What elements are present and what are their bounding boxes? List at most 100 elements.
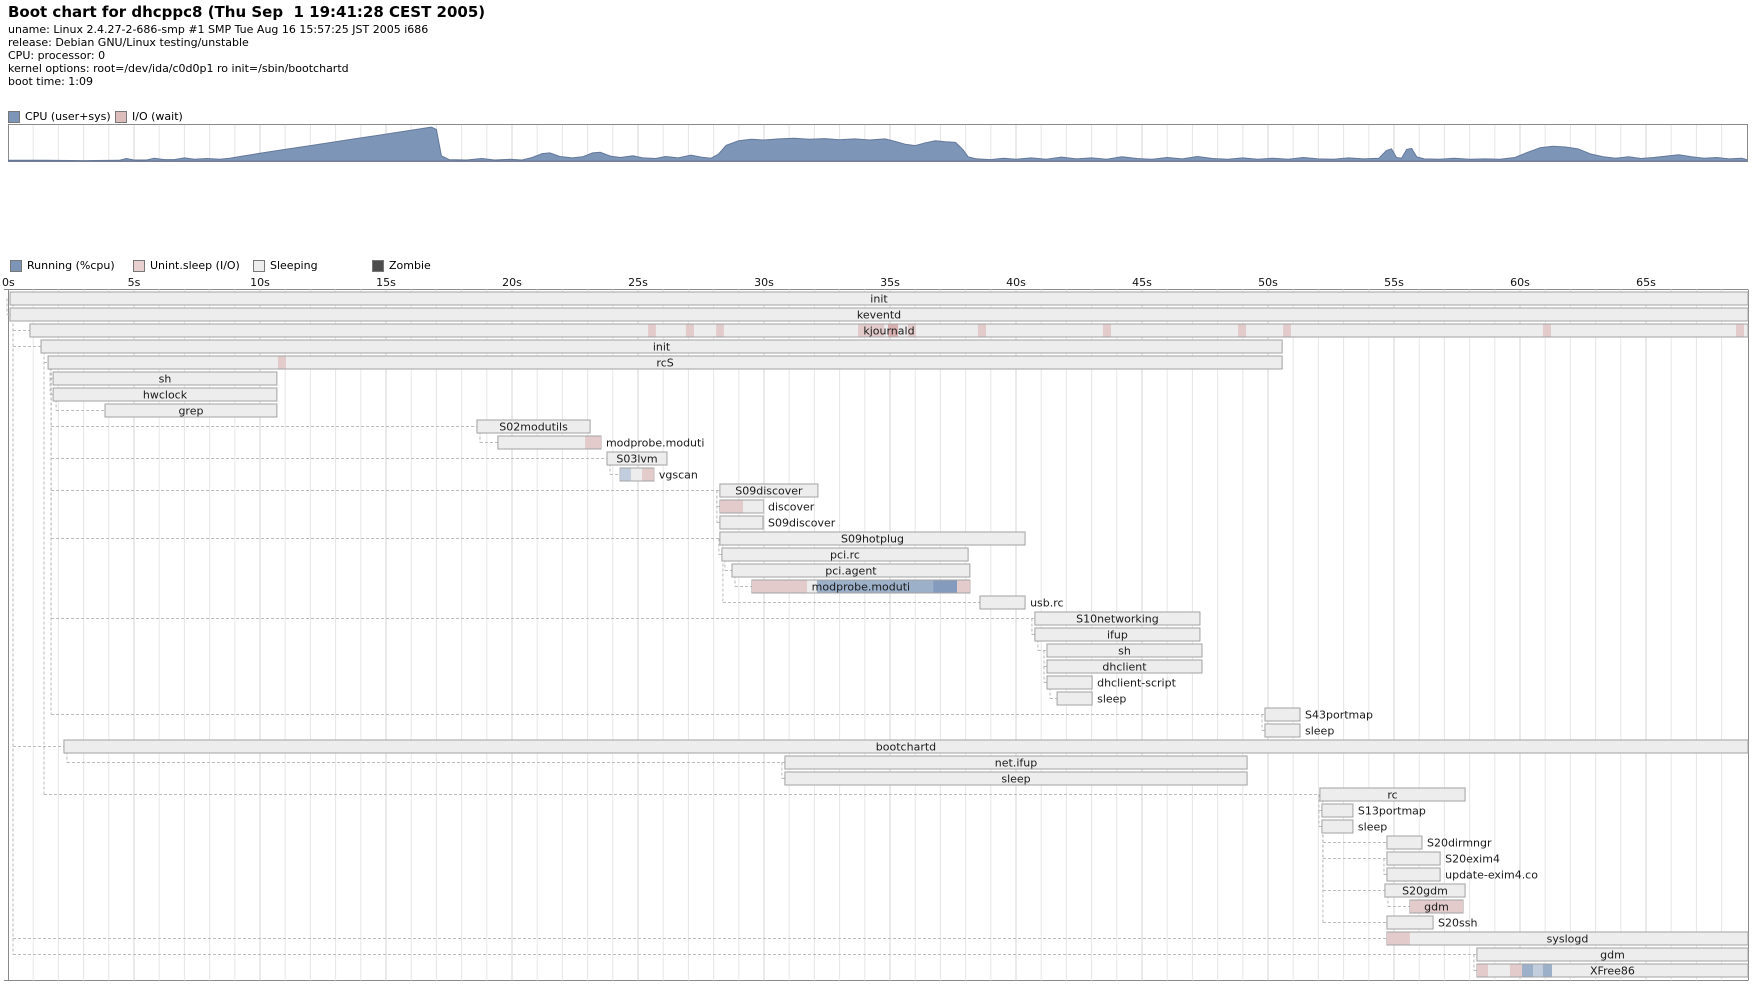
process-label: S03lvm bbox=[616, 453, 657, 466]
process-bar bbox=[1386, 867, 1441, 882]
legend-item: CPU (user+sys) bbox=[8, 110, 111, 123]
process-label: S13portmap bbox=[1358, 805, 1426, 818]
process-label: rcS bbox=[656, 357, 673, 370]
process-bar-segment-run bbox=[816, 580, 934, 593]
process-label: discover bbox=[768, 501, 815, 514]
process-bar bbox=[1046, 675, 1093, 690]
process-bar-segment-io bbox=[1476, 964, 1488, 977]
process-label: S10networking bbox=[1076, 613, 1159, 626]
legend-swatch-icon bbox=[372, 259, 384, 272]
process-bar-segment-sleep bbox=[743, 500, 763, 513]
legend-item: Sleeping bbox=[253, 259, 318, 272]
process-bar-segment-io bbox=[716, 324, 724, 337]
process-label: net.ifup bbox=[995, 757, 1037, 770]
process-bar bbox=[1386, 851, 1441, 866]
process-label: S43portmap bbox=[1305, 709, 1373, 722]
process-bar bbox=[1384, 883, 1466, 898]
process-label: hwclock bbox=[143, 389, 188, 402]
info-release: release: Debian GNU/Linux testing/unstab… bbox=[8, 36, 249, 49]
legend-item: Running (%cpu) bbox=[10, 259, 115, 272]
process-bar bbox=[731, 563, 971, 578]
process-bar bbox=[979, 595, 1026, 610]
time-tick-label: 15s bbox=[376, 276, 396, 289]
process-bar bbox=[1386, 835, 1423, 850]
process-bar bbox=[1034, 627, 1201, 642]
process-bar-segment-io bbox=[977, 324, 987, 337]
process-label: S20gdm bbox=[1402, 885, 1448, 898]
process-label: syslogd bbox=[1547, 933, 1589, 946]
process-label: update-exim4.co bbox=[1445, 869, 1538, 882]
legend-label: CPU (user+sys) bbox=[25, 110, 111, 123]
process-bar bbox=[1321, 803, 1354, 818]
process-label: pci.rc bbox=[830, 549, 860, 562]
process-label: S09discover bbox=[735, 485, 803, 498]
process-label: sleep bbox=[1001, 773, 1030, 786]
legend-swatch-icon bbox=[115, 110, 127, 123]
process-label: rc bbox=[1387, 789, 1397, 802]
legend-label: I/O (wait) bbox=[132, 110, 183, 123]
process-label: S20exim4 bbox=[1445, 853, 1500, 866]
process-label: XFree86 bbox=[1590, 965, 1635, 978]
process-label: ifup bbox=[1107, 629, 1128, 642]
process-bar bbox=[719, 483, 819, 498]
legend-label: Sleeping bbox=[270, 259, 318, 272]
process-bar bbox=[721, 547, 969, 562]
process-bar-segment-io bbox=[857, 324, 884, 337]
time-tick-label: 40s bbox=[1006, 276, 1026, 289]
process-label: S20ssh bbox=[1438, 917, 1477, 930]
process-gantt-chart: 0s 5s 10s 15s 20s 25s 30s 35s 40s 45s 50s 55s 60s 65s… bbox=[2, 276, 1749, 981]
process-bar-segment-io bbox=[585, 436, 601, 449]
process-label: pci.agent bbox=[825, 565, 877, 578]
legend-item: I/O (wait) bbox=[115, 110, 183, 123]
process-bar-segment-io bbox=[719, 500, 744, 513]
process-bar-segment-io bbox=[642, 468, 654, 481]
legend-label: Running (%cpu) bbox=[27, 259, 115, 272]
legend-item: Unint.sleep (I/O) bbox=[133, 259, 240, 272]
legend-label: Unint.sleep (I/O) bbox=[150, 259, 240, 272]
process-bar-segment-io-dark bbox=[887, 324, 899, 337]
process-bar-segment-io bbox=[1102, 324, 1112, 337]
process-label: sh bbox=[159, 373, 172, 386]
process-bar-segment-io bbox=[1386, 932, 1410, 945]
time-tick-label: 50s bbox=[1258, 276, 1278, 289]
process-label: init bbox=[870, 293, 888, 306]
process-bar-segment-sleep bbox=[807, 580, 817, 593]
process-label: grep bbox=[178, 405, 203, 418]
process-bar bbox=[1046, 643, 1203, 658]
info-boot-time: boot time: 1:09 bbox=[8, 75, 94, 88]
process-bar-segment-io bbox=[751, 580, 808, 593]
process-bar-segment-run-light bbox=[620, 468, 631, 481]
process-bar-segment-run-light bbox=[1533, 964, 1543, 977]
cpu-usage-chart bbox=[8, 124, 1748, 162]
process-label: S09hotplug bbox=[841, 533, 904, 546]
time-tick-label: 45s bbox=[1132, 276, 1152, 289]
process-bar-segment-io bbox=[1283, 324, 1291, 337]
time-tick-label: 65s bbox=[1636, 276, 1656, 289]
process-bar-segment-run bbox=[1522, 964, 1534, 977]
legend-swatch-icon bbox=[8, 110, 20, 123]
time-tick-label: 60s bbox=[1510, 276, 1530, 289]
process-bar bbox=[1056, 691, 1093, 706]
process-bar bbox=[719, 515, 764, 530]
info-kernel-options: kernel options: root=/dev/ida/c0d0p1 ro … bbox=[8, 62, 349, 75]
process-label: S02modutils bbox=[499, 421, 568, 434]
process-label: sleep bbox=[1097, 693, 1126, 706]
process-bar-segment-run-dark bbox=[933, 580, 958, 593]
process-bar-segment-io bbox=[1735, 324, 1745, 337]
process-bar bbox=[52, 371, 278, 386]
legend-label: Zombie bbox=[389, 259, 431, 272]
process-bar-segment-io bbox=[685, 324, 694, 337]
process-label: S20dirmngr bbox=[1427, 837, 1492, 850]
process-label: sleep bbox=[1358, 821, 1387, 834]
process-bar bbox=[40, 339, 1283, 354]
process-bar bbox=[9, 307, 1749, 322]
process-bar-segment-io bbox=[277, 356, 286, 369]
process-bar-segment-io bbox=[957, 580, 970, 593]
process-label: gdm bbox=[1424, 901, 1449, 914]
process-label: S09discover bbox=[768, 517, 836, 530]
time-tick-label: 10s bbox=[250, 276, 270, 289]
process-bar-segment-io bbox=[1238, 324, 1247, 337]
time-tick-label: 0s bbox=[2, 276, 15, 289]
legend-item: Zombie bbox=[372, 259, 431, 272]
process-label: usb.rc bbox=[1030, 597, 1064, 610]
